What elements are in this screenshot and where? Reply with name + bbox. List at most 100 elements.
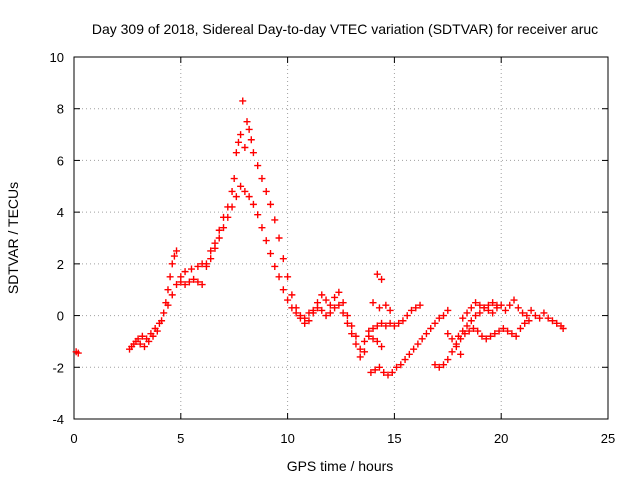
- data-point-track-B: [339, 299, 347, 307]
- data-point-track-C: [431, 319, 439, 327]
- data-point-track-A: [335, 301, 343, 309]
- data-point-track-E: [467, 304, 475, 312]
- data-point-track-C: [401, 356, 409, 364]
- data-point-track-B: [194, 278, 202, 286]
- data-point-track-B: [224, 203, 232, 211]
- data-point-track-B: [230, 175, 238, 183]
- y-tick-label: 6: [57, 153, 64, 168]
- data-point-track-D: [431, 361, 439, 369]
- data-point-track-B: [215, 226, 223, 234]
- data-point-track-E: [536, 314, 544, 322]
- data-point-track-C: [388, 368, 396, 376]
- x-axis-label: GPS time / hours: [287, 458, 394, 474]
- data-point-track-B: [241, 144, 249, 151]
- data-point-track-C: [405, 350, 413, 358]
- data-point-track-B: [140, 343, 148, 351]
- y-tick-label: 10: [50, 50, 64, 65]
- data-point-track-A: [356, 345, 364, 353]
- data-point-track-C: [444, 306, 452, 314]
- data-point-track-B: [136, 340, 144, 348]
- data-point-track-B: [326, 301, 334, 309]
- data-point-track-B: [284, 273, 292, 281]
- data-point-track-D: [487, 332, 495, 340]
- data-point-track-A: [241, 187, 249, 195]
- data-point-track-B: [164, 286, 172, 294]
- data-point-track-B: [232, 149, 240, 157]
- data-point-track-B: [254, 162, 262, 170]
- data-point-track-B: [170, 252, 178, 260]
- data-point-track-A: [220, 224, 228, 232]
- data-point-track-A: [262, 237, 270, 245]
- data-point-track-E: [476, 309, 484, 317]
- data-point-track-E: [540, 309, 548, 317]
- data-point-track-C: [422, 330, 430, 338]
- data-point-track-C: [380, 368, 388, 376]
- data-point-track-E: [531, 312, 539, 320]
- data-point-track-B: [382, 322, 390, 330]
- x-tick-label: 25: [601, 431, 615, 446]
- y-tick-label: 8: [57, 102, 64, 117]
- data-point-track-E: [506, 301, 514, 309]
- data-point-track-D: [525, 317, 533, 325]
- data-point-track-A: [322, 312, 330, 320]
- data-point-track-B: [322, 296, 330, 304]
- data-point-track-B: [318, 291, 326, 299]
- data-point-track-E: [553, 319, 561, 327]
- data-point-track-D: [444, 330, 452, 338]
- data-point-track-D: [508, 330, 516, 338]
- data-point-track-C: [378, 275, 386, 283]
- y-tick-label: -2: [52, 360, 64, 375]
- data-point-track-C: [367, 368, 375, 376]
- data-point-track-C: [414, 340, 422, 348]
- data-point-track-B: [309, 309, 317, 317]
- data-point-track-B: [301, 319, 309, 327]
- data-point-track-A: [284, 296, 292, 304]
- data-point-track-B: [262, 187, 270, 195]
- data-point-track-C: [369, 299, 377, 307]
- data-point-track-E: [454, 332, 462, 340]
- data-point-track-A: [352, 340, 360, 348]
- data-point-track-B: [395, 319, 403, 327]
- data-point-track-A: [160, 309, 168, 317]
- data-point-track-E: [459, 327, 467, 335]
- data-point-track-D: [444, 356, 452, 364]
- data-point-track-C: [375, 304, 383, 312]
- data-point-track-B: [292, 304, 300, 312]
- data-point-track-B: [185, 278, 193, 286]
- data-point-track-B: [162, 299, 170, 307]
- data-point-track-E: [501, 306, 509, 314]
- data-point-track-B: [267, 200, 275, 208]
- data-point-track-A: [232, 193, 240, 201]
- data-point-track-B: [378, 319, 386, 327]
- data-point-track-E: [544, 314, 552, 322]
- data-point-track-B: [275, 234, 283, 242]
- data-point-track-C: [393, 363, 401, 371]
- data-point-track-E: [472, 299, 480, 307]
- data-point-track-A: [331, 304, 339, 312]
- data-point-track-D: [448, 335, 456, 343]
- data-point-track-B: [412, 304, 420, 312]
- data-point-track-B: [343, 312, 351, 320]
- data-point-track-B: [132, 337, 140, 345]
- data-point-track-B: [416, 301, 424, 309]
- data-point-track-A: [187, 265, 195, 273]
- data-point-track-B: [373, 322, 381, 330]
- data-point-track-E: [484, 301, 492, 309]
- x-tick-label: 20: [494, 431, 508, 446]
- data-point-track-E: [548, 317, 556, 325]
- data-point-track-A: [207, 255, 215, 263]
- data-point-track-A: [271, 262, 279, 270]
- data-point-track-B: [173, 247, 181, 255]
- data-point-track-B: [249, 149, 257, 157]
- data-point-track-D: [465, 327, 473, 335]
- data-point-track-C: [427, 325, 435, 332]
- data-point-track-B: [258, 175, 266, 183]
- data-point-track-E: [480, 304, 488, 312]
- data-point-track-B: [153, 327, 161, 335]
- data-point-track-D: [478, 332, 486, 340]
- data-point-track-B: [190, 275, 198, 283]
- data-point-track-C: [397, 361, 405, 369]
- data-point-track-B: [360, 348, 368, 356]
- data-point-track-A: [194, 262, 202, 270]
